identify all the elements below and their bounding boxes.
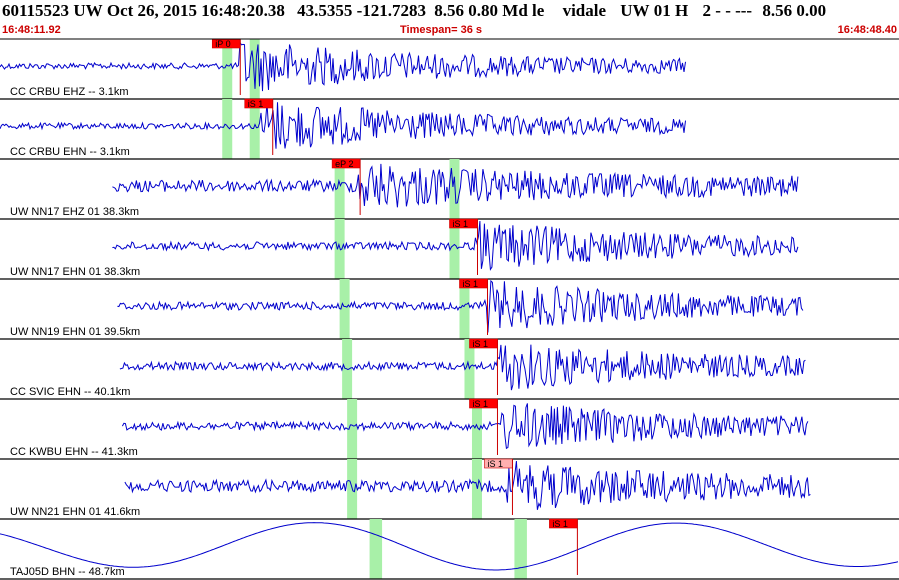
time-bar: 16:48:11.92 Timespan= 36 s 16:48:48.40 [0, 24, 899, 38]
pick-label: iP 0 [215, 39, 230, 49]
pick-window [471, 399, 482, 459]
pick-label: iS 1 [472, 399, 488, 409]
waveform-trace[interactable] [119, 344, 806, 391]
pick-label: iS 1 [453, 219, 469, 229]
pick-window [449, 219, 460, 279]
event-analyst: vidale [562, 1, 607, 20]
pick-window [339, 279, 350, 339]
pick-window [347, 399, 358, 459]
event-flag: H [675, 1, 689, 20]
waveform-trace[interactable] [112, 220, 799, 271]
event-lon: -121.7283 [356, 1, 427, 20]
trace-label: TAJ05D BHN -- 48.7km [10, 566, 125, 578]
event-quality: 2 [702, 1, 712, 20]
trace-label: UW NN19 EHN 01 39.5km [10, 326, 140, 338]
pick-window [334, 219, 345, 279]
event-dashes: - - --- [715, 1, 753, 20]
event-version: 01 [653, 1, 671, 20]
event-network: UW [73, 1, 103, 20]
event-depth-2: 8.56 [762, 1, 793, 20]
pick-label: iS 1 [487, 459, 503, 469]
pick-window [471, 459, 482, 519]
event-type: le [532, 1, 545, 20]
trace-label: CC SVIC EHN -- 40.1km [10, 386, 130, 398]
pick-label: eP 2 [335, 159, 353, 169]
pick-window [249, 39, 260, 99]
pick-window [459, 279, 470, 339]
event-lat: 43.5355 [297, 1, 353, 20]
waveform-trace[interactable] [121, 403, 809, 450]
pick-label: iS 1 [462, 279, 478, 289]
event-mag-type: Md [502, 1, 528, 20]
waveform-trace[interactable] [0, 522, 899, 571]
pick-label: iS 1 [472, 339, 488, 349]
event-datetime: Oct 26, 2015 16:48:20.38 [106, 1, 285, 20]
pick-window [334, 159, 345, 219]
event-header: 60115523 UW Oct 26, 2015 16:48:20.38 43.… [2, 1, 897, 23]
trace-label: CC CRBU EHZ -- 3.1km [10, 86, 129, 98]
trace-label: UW NN17 EHZ 01 38.3km [10, 206, 139, 218]
waveform-trace[interactable] [124, 460, 811, 510]
trace-label: UW NN21 EHN 01 41.6km [10, 506, 140, 518]
event-net-code: UW [620, 1, 650, 20]
end-time: 16:48:48.40 [837, 24, 897, 36]
event-id: 60115523 [2, 1, 70, 20]
start-time: 16:48:11.92 [2, 24, 61, 36]
pick-window [222, 39, 233, 99]
trace-label: UW NN17 EHN 01 38.3km [10, 266, 140, 278]
timespan-label: Timespan= 36 s [400, 24, 483, 36]
pick-window [369, 519, 383, 579]
waveform-trace[interactable] [0, 41, 686, 92]
event-magnitude: 0.80 [468, 1, 499, 20]
waveform-trace[interactable] [0, 102, 686, 149]
pick-window [222, 99, 233, 159]
pick-window [514, 519, 527, 579]
event-depth: 8.56 [434, 1, 465, 20]
waveform-trace[interactable] [112, 163, 799, 208]
pick-label: iS 1 [552, 519, 568, 529]
trace-label: CC KWBU EHN -- 41.3km [10, 446, 138, 458]
pick-window [449, 159, 460, 219]
trace-label: CC CRBU EHN -- 3.1km [10, 146, 130, 158]
event-extra: 0.00 [796, 1, 827, 20]
pick-label: iS 1 [248, 99, 264, 109]
pick-window [249, 99, 260, 159]
waveform-trace[interactable] [117, 279, 804, 333]
